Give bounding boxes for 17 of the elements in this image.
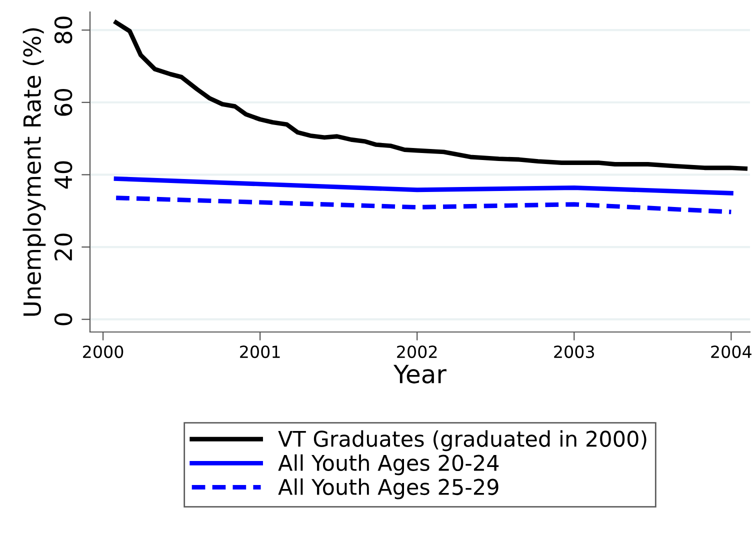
x-axis-title: Year	[393, 364, 446, 384]
y-tick-label: 80	[54, 16, 72, 44]
y-tick-label: 0	[54, 313, 72, 326]
y-tick-label: 20	[54, 234, 72, 260]
y-tick-label: 60	[54, 88, 72, 116]
x-tick-label: 2003	[554, 345, 594, 358]
x-tick-label: 2000	[83, 345, 124, 358]
x-tick-label: 2002	[397, 345, 437, 358]
legend-label: All Youth Ages 25-29	[278, 478, 498, 500]
line-series	[114, 20, 748, 171]
legend-label: VT Graduates (graduated in 2000)	[278, 430, 646, 452]
y-axis-title: Unemployment Rate (%)	[22, 28, 46, 316]
legend-label: All Youth Ages 20-24	[278, 454, 499, 476]
line-series	[114, 176, 734, 196]
y-tick-label: 40	[54, 161, 72, 189]
x-tick-label: 2004	[711, 345, 752, 358]
x-tick-label: 2001	[240, 345, 280, 358]
